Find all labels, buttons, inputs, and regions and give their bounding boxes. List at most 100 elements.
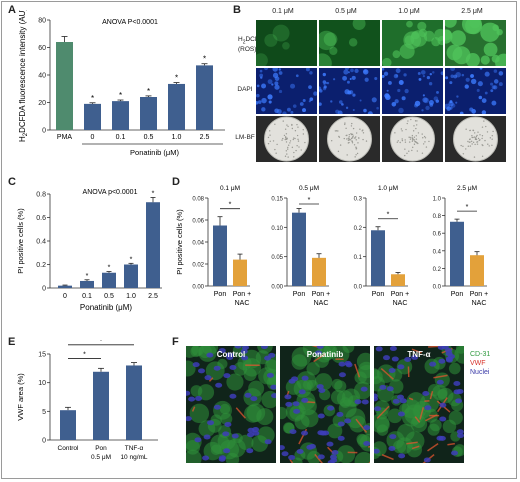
f-nucleus (202, 455, 210, 461)
d2-bar (371, 230, 385, 286)
dapi-nucleus (257, 100, 262, 104)
bf-speck (473, 156, 476, 158)
dapi-nucleus (309, 97, 314, 102)
bf-speck (467, 140, 469, 143)
d0-y-tick-label: 0.08 (192, 197, 204, 203)
bf-speck (428, 140, 430, 143)
panel-f-immunofluorescence: Control Ponatinib TNF-α CD-31 VWF Nuclei (186, 346, 508, 466)
f-nucleus (338, 372, 346, 378)
dapi-background (382, 68, 443, 114)
bf-speck (408, 150, 410, 152)
dapi-nucleus (450, 68, 456, 72)
a-x-tick-label: PMA (57, 134, 73, 141)
bf-speck (414, 120, 417, 122)
d1-x-label-pon-nac-1: Pon + (312, 291, 331, 298)
f-cd31-cell (349, 415, 367, 433)
f-vwf-signal (427, 442, 439, 452)
f-cd31-cell (257, 426, 275, 444)
dapi-nucleus (394, 99, 399, 104)
f-nucleus (330, 457, 338, 463)
f-nucleus (281, 451, 289, 457)
f-nucleus (213, 365, 221, 371)
bf-speck (470, 140, 473, 143)
dapi-nucleus (446, 106, 451, 111)
f-vwf-signal (289, 458, 294, 463)
dapi-nucleus (354, 68, 359, 74)
ros-background (256, 20, 317, 66)
f-nucleus (301, 375, 309, 381)
dapi-nucleus (261, 97, 267, 104)
f-nucleus (250, 396, 258, 402)
bf-speck (401, 130, 403, 132)
f-label-ponatinib: Ponatinib (306, 350, 344, 359)
f-nucleus (379, 384, 387, 390)
c-x-tick-label: 1.0 (126, 293, 136, 300)
f-nucleus (398, 453, 406, 459)
dapi-nucleus (449, 81, 453, 85)
c-y-tick-label: 0 (42, 286, 46, 293)
f-cd31-cell (376, 424, 389, 436)
f-nucleus (397, 394, 405, 400)
e-x-tick-sublabel: 10 ng/mL (120, 454, 147, 461)
f-nucleus (288, 378, 296, 384)
b-image-ros-2 (382, 20, 443, 66)
a-significance-star: * (175, 74, 178, 83)
d3-significance-star: * (466, 204, 469, 211)
bf-speck (294, 137, 296, 140)
f-nucleus (203, 434, 211, 440)
bf-speck (351, 133, 354, 136)
bf-speck (489, 137, 492, 139)
f-vwf-signal (208, 377, 214, 382)
bf-speck (288, 144, 290, 146)
f-nucleus (226, 355, 234, 361)
f-cd31-cell (432, 384, 448, 401)
bf-speck (348, 136, 350, 138)
d2-significance-star: * (387, 212, 390, 219)
f-cd31-cell (455, 346, 464, 354)
dapi-nucleus (490, 82, 494, 86)
bf-speck (353, 137, 356, 139)
bf-speck (281, 139, 283, 141)
dapi-nucleus (498, 71, 504, 76)
dapi-nucleus (386, 89, 389, 92)
bf-speck (423, 135, 426, 138)
a-y-tick-label: 80 (38, 18, 46, 25)
f-vwf-signal (429, 390, 434, 400)
dapi-nucleus (359, 99, 362, 102)
bf-speck (284, 128, 287, 130)
f-vwf-signal (355, 418, 368, 433)
d1-y-tick-label: 0.10 (271, 226, 283, 232)
dapi-nucleus (481, 98, 487, 103)
f-cd31-cell (399, 403, 410, 415)
bf-speck (469, 145, 472, 147)
bf-speck (282, 120, 284, 122)
bf-speck (330, 140, 333, 142)
col-label-0-5: 0.5 μM (335, 8, 357, 15)
f-vwf-signal (433, 374, 448, 379)
f-nucleus (222, 431, 230, 437)
ros-cell (272, 24, 290, 42)
f-nucleus (411, 354, 419, 360)
bf-speck (413, 125, 415, 127)
f-cd31-cell (336, 445, 356, 463)
d0-y-tick-label: 0.00 (192, 285, 204, 291)
dapi-nucleus (344, 89, 350, 95)
dapi-nucleus (362, 69, 369, 75)
bf-speck (404, 148, 406, 150)
ros-cell (469, 20, 481, 29)
bf-speck (286, 153, 288, 155)
a-bar (140, 97, 157, 130)
bf-speck (476, 143, 479, 145)
bf-speck (296, 134, 299, 137)
d3-title: 2.5 μM (457, 185, 477, 192)
d3-y-tick-label: 0.6 (433, 232, 442, 238)
bf-speck (485, 125, 487, 128)
bf-speck (291, 124, 293, 126)
dapi-nucleus (449, 106, 453, 110)
dapi-nucleus (425, 105, 430, 111)
dapi-nucleus (322, 80, 327, 84)
f-nucleus (397, 411, 405, 417)
f-nucleus (206, 352, 214, 358)
bf-speck (476, 134, 478, 137)
f-nucleus (241, 355, 249, 361)
